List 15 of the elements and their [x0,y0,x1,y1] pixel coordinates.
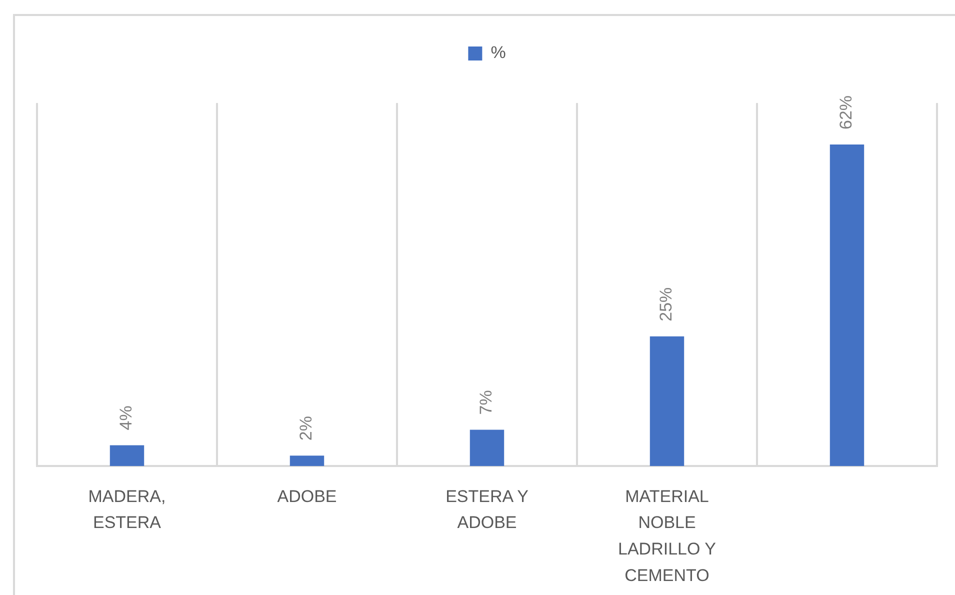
bar [830,144,864,466]
data-label: 7% [476,390,496,415]
data-label: 25% [656,287,676,322]
x-tick-label: ESTERA Y ADOBE [446,486,528,532]
legend-label: % [490,43,506,62]
x-tick-label: ADOBE [277,486,337,506]
x-tick-label: MATERIAL NOBLE LADRILLO Y CEMENTO [618,486,716,585]
data-label: 2% [296,416,316,441]
data-label: 62% [836,95,856,130]
data-label: 4% [116,406,136,430]
bar [290,456,324,466]
bar [110,445,144,466]
bar [650,336,684,466]
x-tick-label: MADERA, ESTERA [88,486,166,532]
bar [470,430,504,466]
